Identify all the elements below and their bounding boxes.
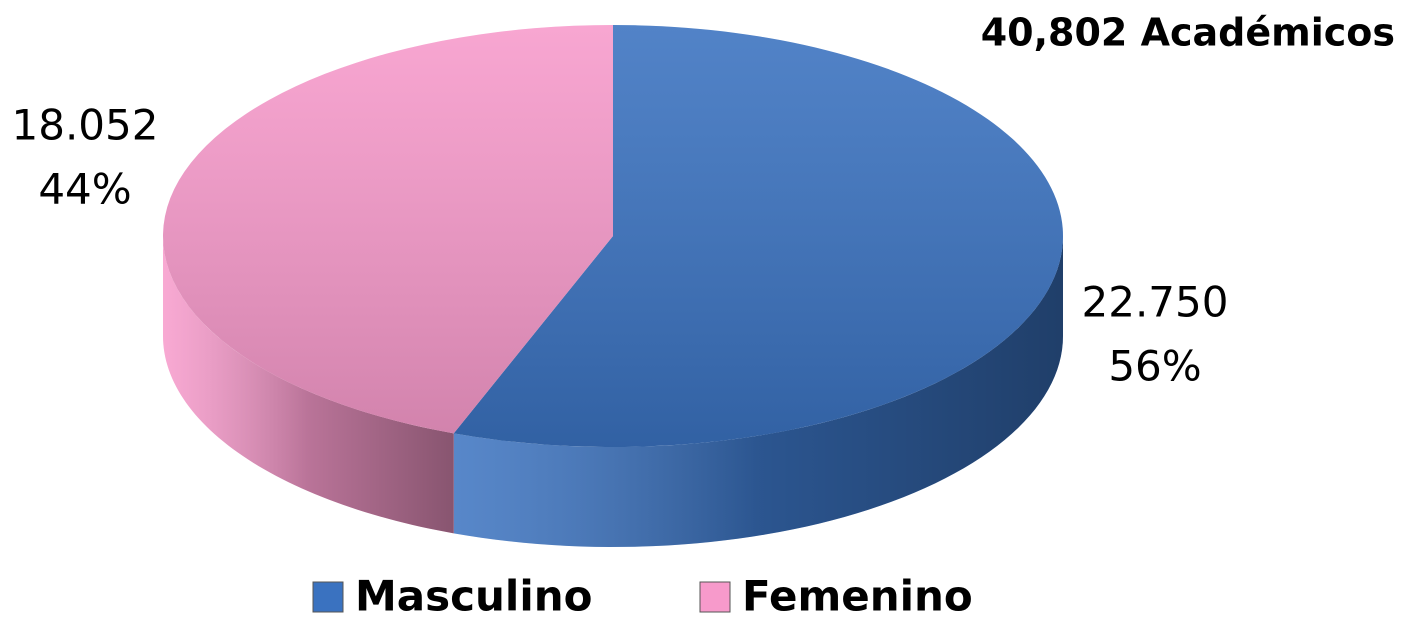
percent-label: 44% [38, 165, 131, 214]
data-label: 18.052 [12, 101, 159, 150]
percent-label: 56% [1108, 342, 1201, 391]
legend-swatch [312, 581, 344, 613]
legend-label: Femenino [742, 572, 973, 619]
data-label: 22.750 [1082, 278, 1229, 327]
legend-label: Masculino [355, 572, 592, 619]
slice-shade [162, 25, 614, 434]
chart-title: 40,802 Académicos [981, 11, 1395, 55]
slice-shade [453, 25, 1063, 447]
legend-swatch [699, 581, 731, 613]
